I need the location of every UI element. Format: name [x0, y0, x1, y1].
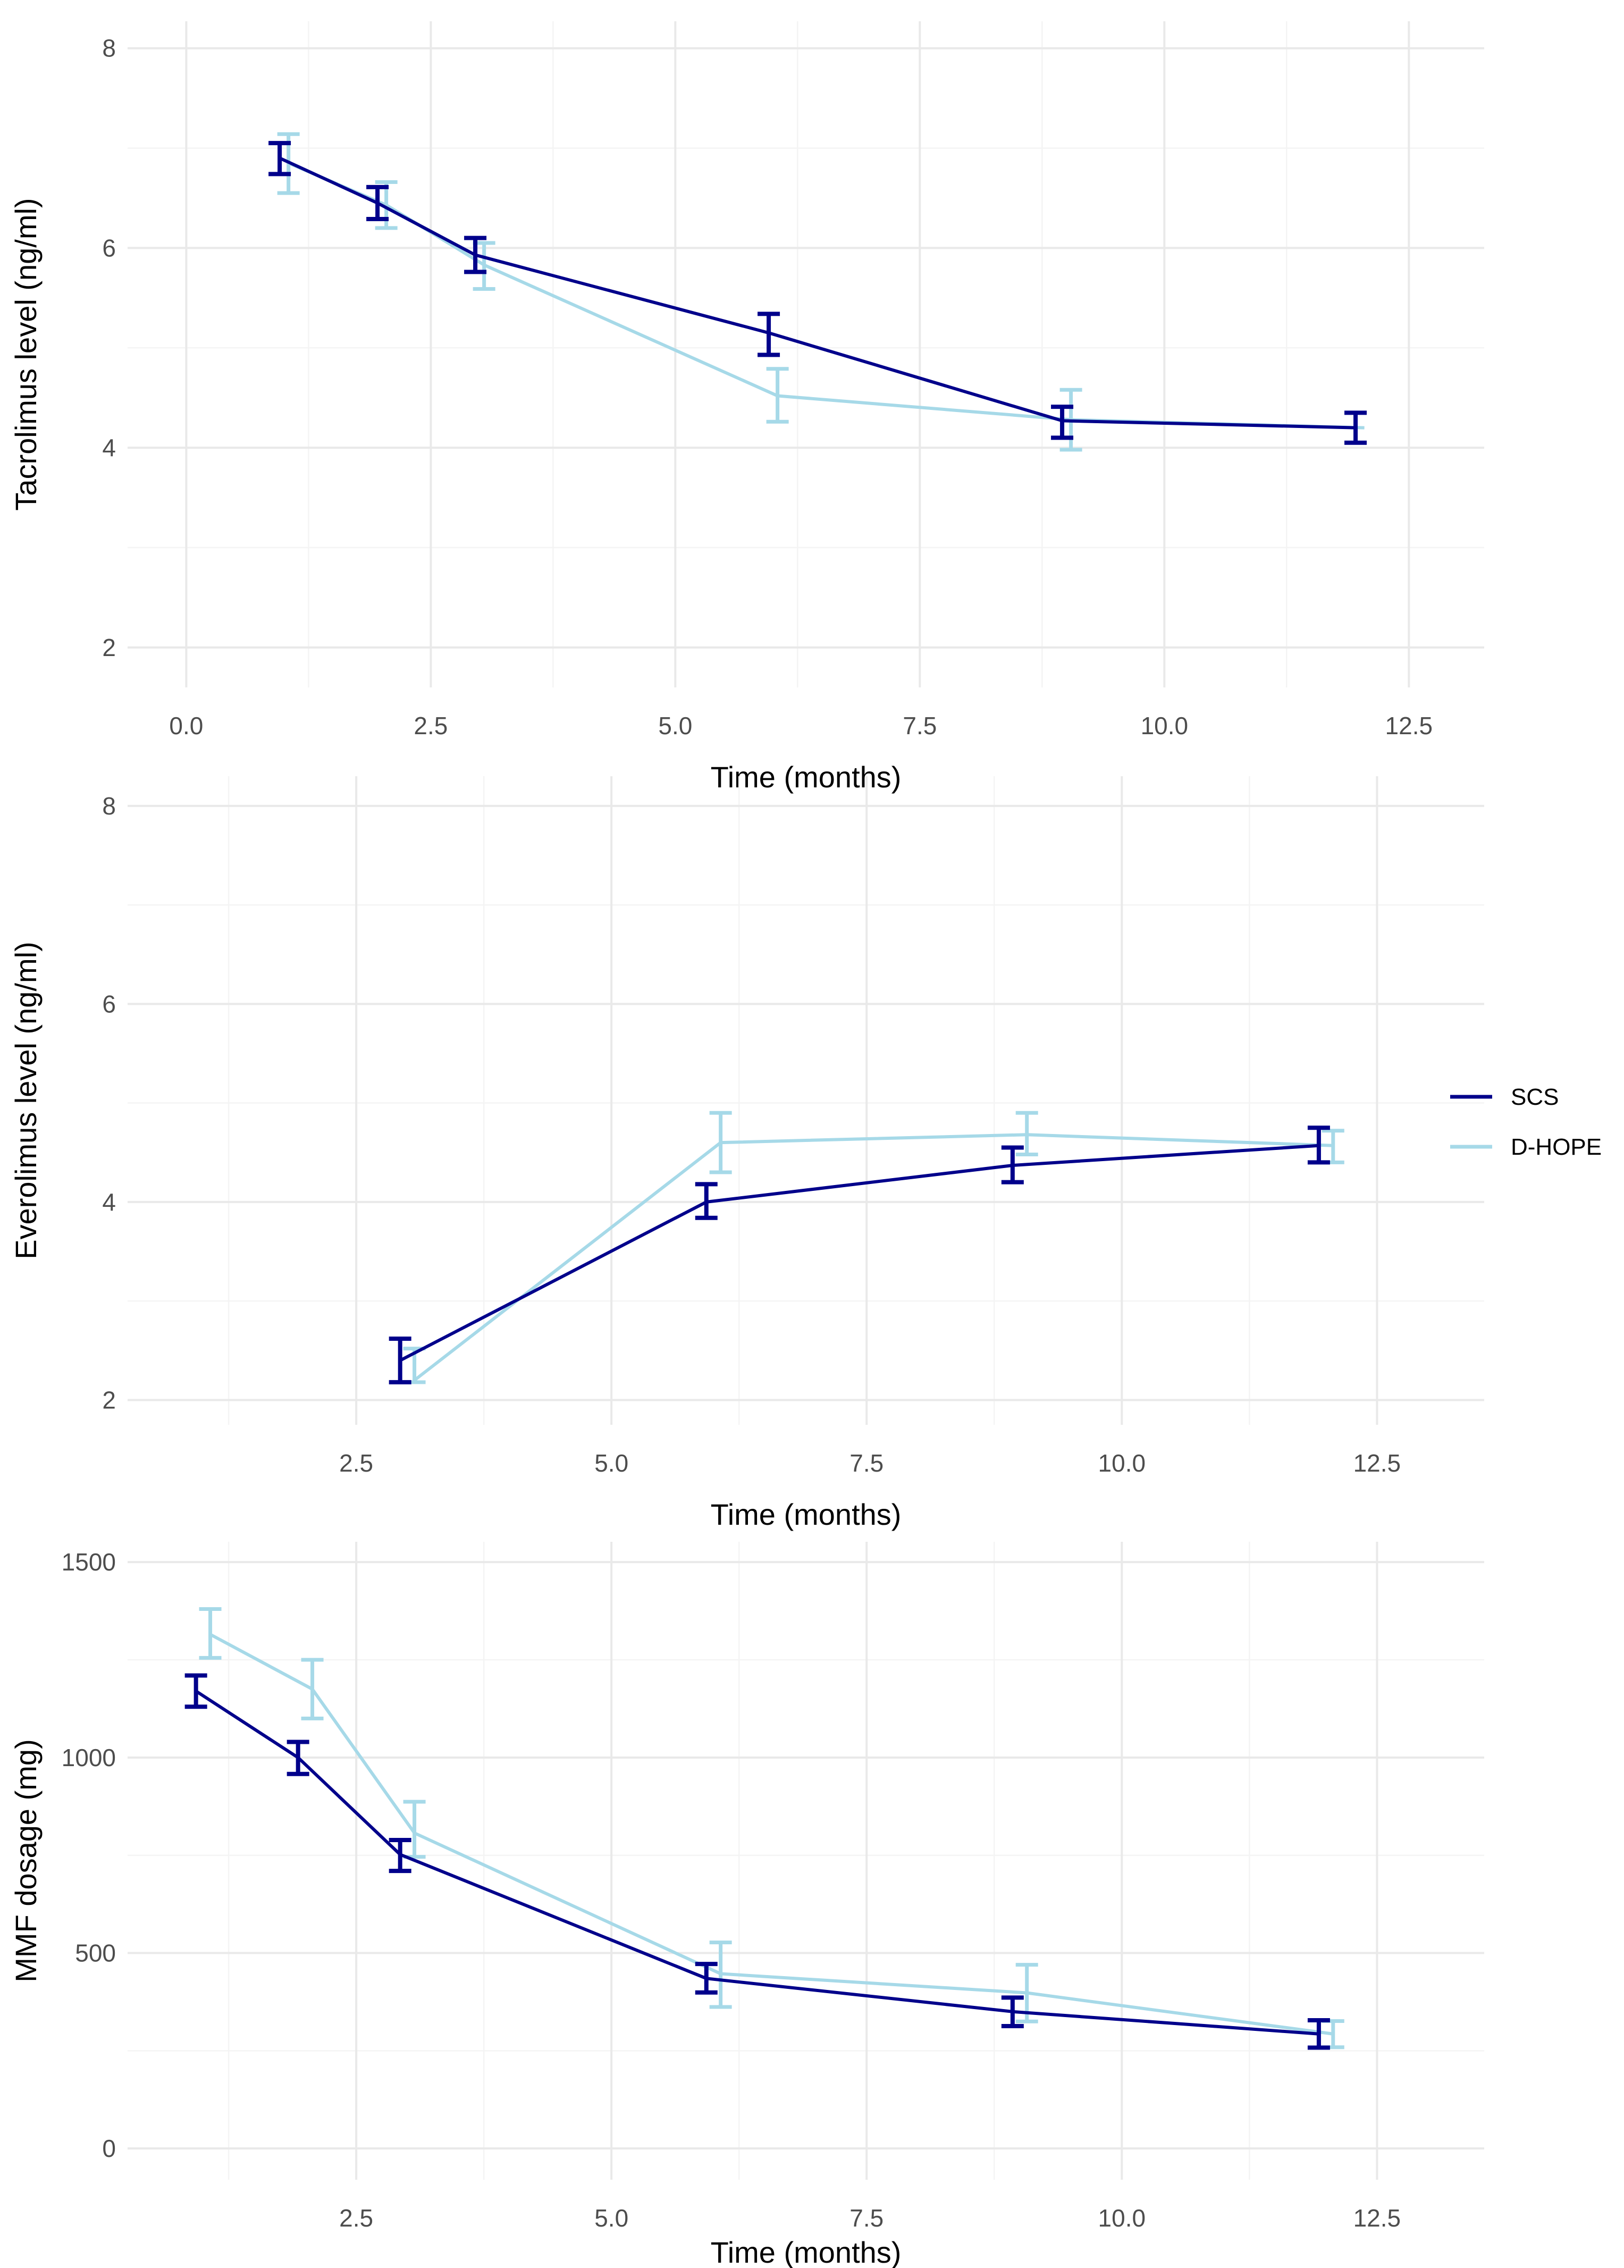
x-axis-title: Time (months) [711, 760, 902, 794]
x-tick-label: 5.0 [658, 712, 692, 740]
series-dhope [199, 1607, 1344, 2049]
y-tick-label: 8 [102, 35, 116, 62]
x-tick-label: 12.5 [1353, 2204, 1401, 2232]
x-tick-label: 5.0 [594, 1449, 628, 1477]
error-bar [199, 1607, 222, 1660]
y-tick-label: 0 [102, 2135, 116, 2162]
y-tick-label: 6 [102, 234, 116, 262]
series-scs [268, 141, 1367, 445]
legend-label-d-hope: D-HOPE [1511, 1134, 1602, 1160]
y-tick-label: 6 [102, 990, 116, 1018]
y-axis-title: Everolimus level (ng/ml) [9, 942, 43, 1259]
series-line-dhope [413, 1133, 1333, 1382]
series-line-scs [279, 156, 1356, 430]
series-scs [184, 1673, 1330, 2050]
x-tick-label: 2.5 [414, 712, 448, 740]
series-line-scs [399, 1144, 1319, 1362]
series-line-dhope [209, 1633, 1334, 2036]
x-tick-label: 7.5 [849, 2204, 883, 2232]
y-tick-label: 1500 [62, 1548, 116, 1576]
legend-label-scs: SCS [1511, 1084, 1559, 1110]
x-tick-label: 2.5 [339, 2204, 373, 2232]
y-tick-label: 4 [102, 434, 116, 461]
x-tick-label: 0.0 [169, 712, 203, 740]
x-tick-label: 5.0 [594, 2204, 628, 2232]
series-scs [389, 1125, 1330, 1384]
legend-item-d-hope: D-HOPE [1450, 1134, 1602, 1160]
x-tick-label: 7.5 [903, 712, 937, 740]
legend: SCS D-HOPE [1450, 1084, 1602, 1160]
panel-mmf: 0 500 1000 1500 2.5 5.0 7.5 10.0 12.5 Time (month… [9, 1542, 1484, 2268]
y-axis-title: Tacrolimus level (ng/ml) [9, 198, 43, 510]
panel-tacrolimus: 2 4 6 8 0.0 2.5 5.0 7.5 10.0 12.5 Time (months) Tac… [9, 21, 1484, 794]
x-axis-title: Time (months) [711, 2236, 902, 2268]
y-tick-label: 2 [102, 1386, 116, 1414]
x-tick-label: 10.0 [1098, 2204, 1146, 2232]
y-tick-label: 2 [102, 634, 116, 661]
y-tick-label: 1000 [62, 1744, 116, 1771]
x-tick-label: 10.0 [1098, 1449, 1146, 1477]
error-bar [1307, 1125, 1330, 1165]
series-line-scs [195, 1690, 1319, 2036]
legend-item-scs: SCS [1450, 1084, 1559, 1110]
y-tick-label: 500 [75, 1939, 116, 1967]
y-tick-label: 8 [102, 792, 116, 820]
x-tick-label: 2.5 [339, 1449, 373, 1477]
x-tick-label: 12.5 [1353, 1449, 1401, 1477]
y-axis-title: MMF dosage (mg) [9, 1739, 43, 1982]
x-tick-label: 12.5 [1385, 712, 1433, 740]
x-tick-label: 10.0 [1141, 712, 1189, 740]
y-tick-label: 4 [102, 1188, 116, 1216]
x-tick-label: 7.5 [849, 1449, 883, 1477]
x-axis-title: Time (months) [711, 1498, 902, 1531]
panel-everolimus: 2 4 6 8 2.5 5.0 7.5 10.0 12.5 Time (months) Everol… [9, 776, 1484, 1531]
